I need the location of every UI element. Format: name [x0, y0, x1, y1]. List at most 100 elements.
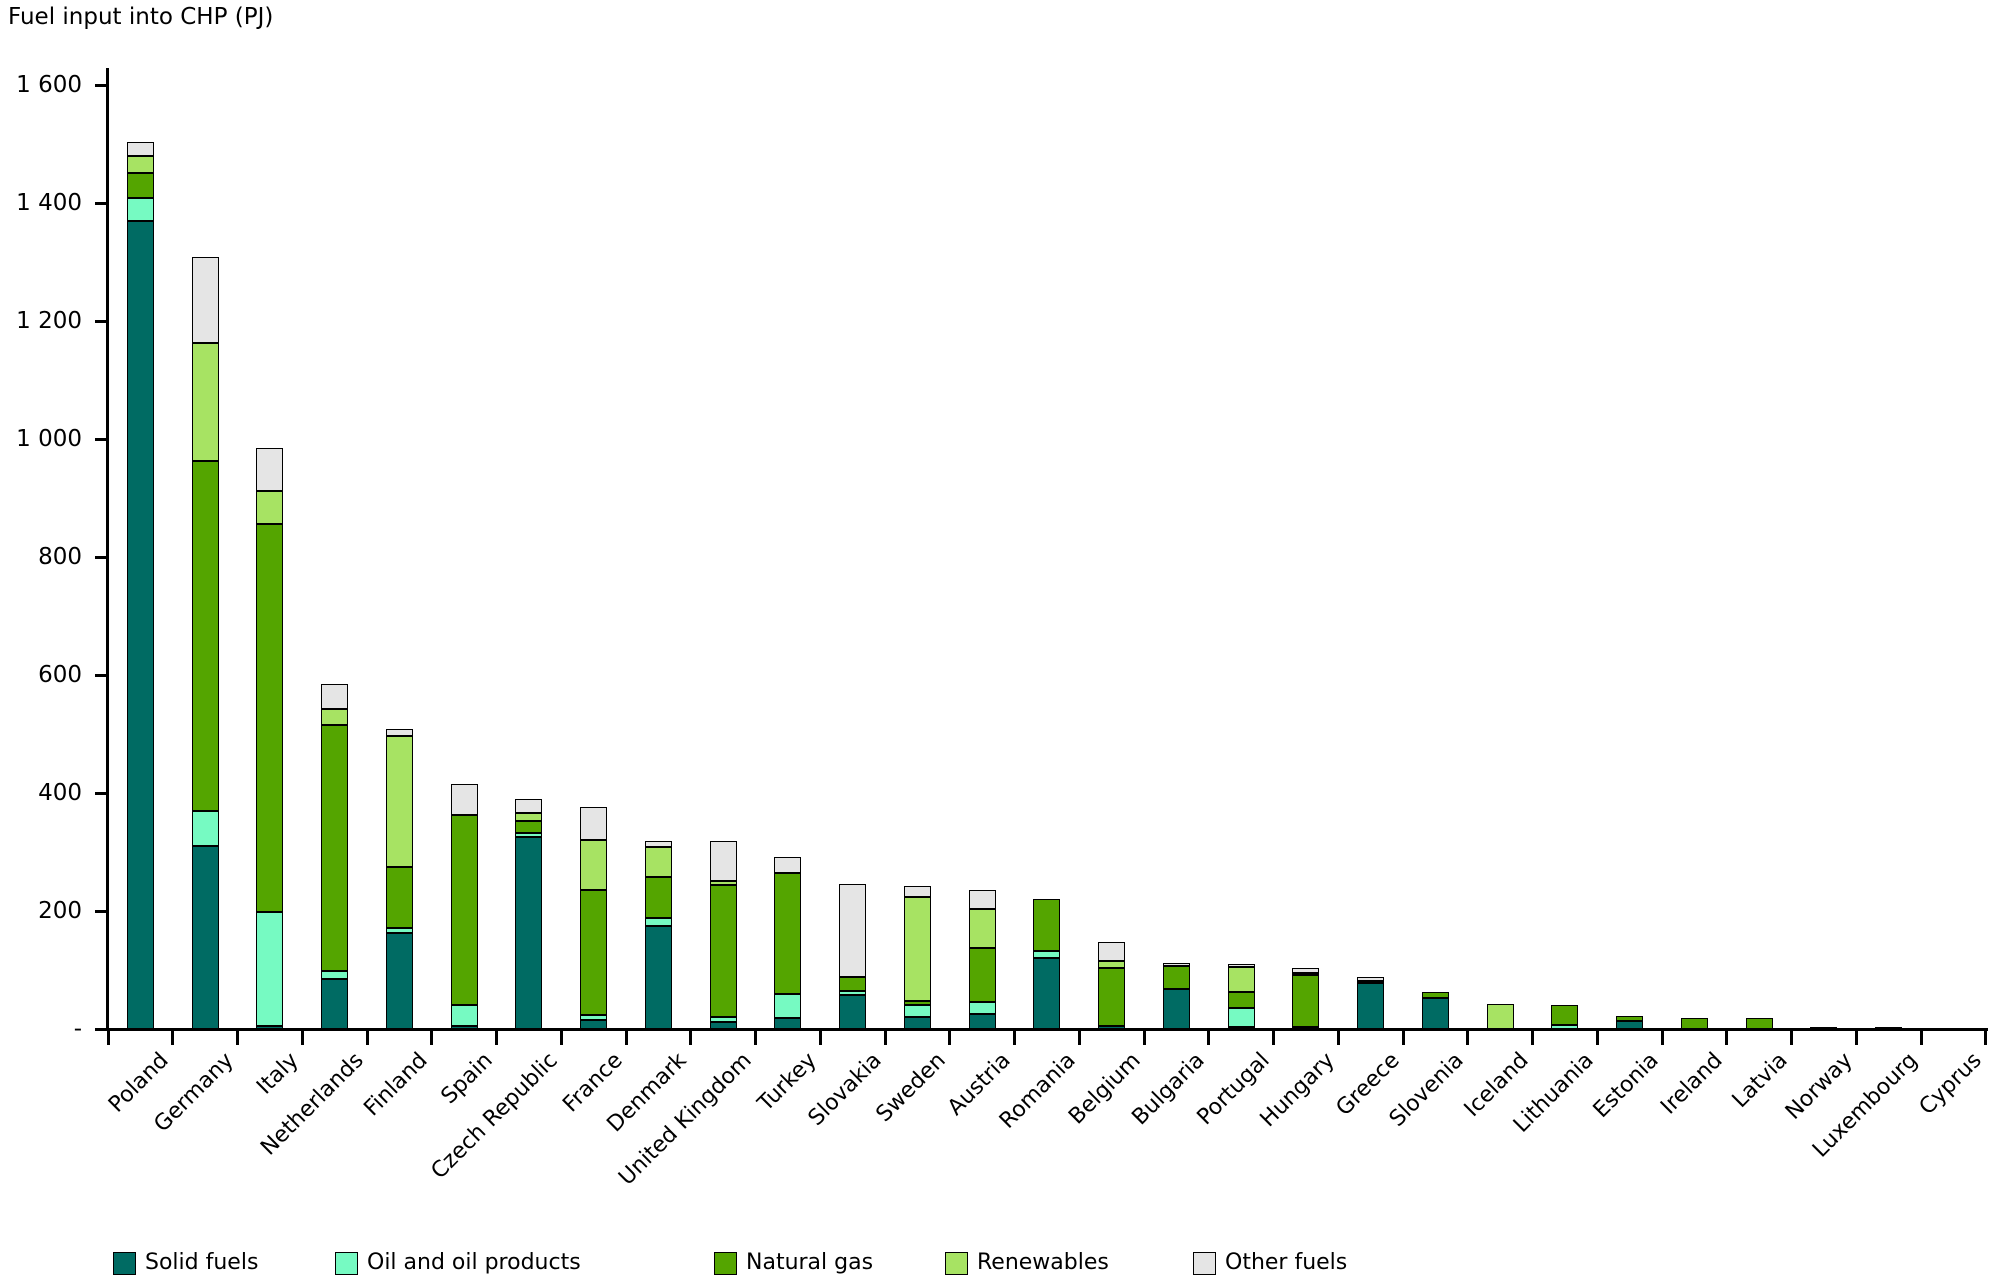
bar-segment-oil-and-oil-products — [774, 993, 802, 1019]
bar-segment-oil-and-oil-products — [450, 1004, 478, 1027]
x-tick — [1336, 1031, 1340, 1045]
bar-segment-other-fuels — [644, 840, 672, 848]
legend-swatch-icon — [113, 1251, 136, 1275]
legend-label: Oil and oil products — [367, 1250, 581, 1275]
x-tick — [1531, 1031, 1534, 1045]
x-tick — [300, 1031, 304, 1045]
bar-segment-other-fuels — [321, 683, 349, 709]
bar-segment-solid-fuels — [126, 220, 154, 1029]
y-axis-line — [106, 68, 109, 1031]
bar-portugal — [1227, 964, 1255, 1029]
x-tick — [624, 1031, 628, 1045]
bar-segment-other-fuels — [903, 886, 931, 898]
bar-segment-natural-gas — [1616, 1016, 1644, 1021]
legend-swatch-icon — [945, 1251, 968, 1275]
y-tick — [95, 319, 108, 323]
bar-segment-natural-gas — [1357, 980, 1385, 983]
bar-sweden — [903, 886, 931, 1029]
x-tick — [1660, 1031, 1664, 1045]
x-tick — [1790, 1031, 1793, 1045]
legend-item-oil-and-oil-products: Oil and oil products — [335, 1250, 581, 1276]
bar-finland — [385, 728, 413, 1029]
y-tick-label: 400 — [38, 780, 82, 806]
bar-segment-natural-gas — [709, 885, 737, 1018]
y-tick — [95, 83, 108, 87]
y-tick — [95, 1027, 108, 1031]
bar-segment-solid-fuels — [968, 1014, 996, 1029]
bar-slovakia — [839, 883, 867, 1029]
x-tick — [1013, 1031, 1016, 1045]
bar-spain — [450, 784, 478, 1029]
bar-segment-natural-gas — [515, 821, 543, 834]
x-tick — [365, 1031, 369, 1045]
bar-segment-oil-and-oil-products — [1227, 1008, 1255, 1027]
legend-swatch-icon — [335, 1251, 358, 1275]
bar-segment-renewables — [709, 880, 737, 886]
bar-segment-natural-gas — [1227, 991, 1255, 1009]
bar-segment-oil-and-oil-products — [968, 1001, 996, 1015]
bar-segment-oil-and-oil-products — [321, 970, 349, 980]
bar-segment-other-fuels — [385, 728, 413, 736]
bar-segment-solid-fuels — [1162, 989, 1190, 1029]
legend-label: Renewables — [977, 1250, 1109, 1275]
bar-segment-renewables — [126, 156, 154, 173]
bar-segment-other-fuels — [1162, 962, 1190, 966]
bar-segment-natural-gas — [450, 815, 478, 1005]
bar-segment-solid-fuels — [644, 925, 672, 1029]
bar-bulgaria — [1162, 962, 1190, 1029]
bar-segment-natural-gas — [256, 523, 284, 913]
bar-segment-renewables — [903, 897, 931, 1001]
bar-segment-oil-and-oil-products — [515, 833, 543, 838]
x-tick — [1595, 1031, 1599, 1045]
bar-segment-other-fuels — [1227, 964, 1255, 967]
bar-turkey — [774, 857, 802, 1029]
bar-segment-solid-fuels — [385, 932, 413, 1029]
bar-segment-renewables — [321, 708, 349, 726]
x-tick — [689, 1031, 693, 1045]
bar-segment-oil-and-oil-products — [644, 918, 672, 926]
legend-label: Natural gas — [746, 1250, 874, 1275]
bar-segment-renewables — [644, 847, 672, 878]
x-tick — [1272, 1031, 1275, 1045]
legend-item-renewables: Renewables — [945, 1250, 1109, 1276]
bar-netherlands — [321, 683, 349, 1029]
x-tick — [818, 1031, 822, 1045]
bar-segment-other-fuels — [1292, 968, 1320, 973]
bar-segment-renewables — [580, 839, 608, 890]
bar-segment-renewables — [1292, 972, 1320, 975]
bar-poland — [126, 141, 154, 1029]
bar-segment-oil-and-oil-products — [256, 912, 284, 1027]
bar-segment-solid-fuels — [321, 979, 349, 1029]
x-tick — [1142, 1031, 1146, 1045]
bar-segment-oil-and-oil-products — [839, 991, 867, 995]
bar-belgium — [1098, 942, 1126, 1029]
x-tick — [106, 1031, 110, 1045]
x-tick — [883, 1031, 887, 1045]
bar-segment-oil-and-oil-products — [709, 1017, 737, 1022]
x-tick — [948, 1031, 952, 1045]
x-tick — [236, 1031, 239, 1045]
legend-label: Solid fuels — [145, 1250, 259, 1275]
x-tick — [1466, 1031, 1470, 1045]
bar-segment-natural-gas — [1551, 1005, 1579, 1026]
bar-segment-oil-and-oil-products — [126, 198, 154, 221]
legend-item-solid-fuels: Solid fuels — [113, 1250, 258, 1276]
x-tick — [1401, 1031, 1405, 1045]
bar-segment-natural-gas — [191, 460, 219, 811]
bar-denmark — [644, 840, 672, 1029]
bar-segment-other-fuels — [1098, 942, 1126, 961]
bar-segment-natural-gas — [580, 889, 608, 1015]
bar-segment-other-fuels — [126, 141, 154, 157]
legend-item-natural-gas: Natural gas — [714, 1250, 873, 1276]
bar-segment-natural-gas — [644, 877, 672, 919]
bar-germany — [191, 257, 219, 1029]
bar-segment-other-fuels — [839, 883, 867, 978]
bar-segment-renewables — [1486, 1004, 1514, 1029]
y-tick-label: 1 000 — [16, 426, 82, 452]
bar-segment-renewables — [256, 490, 284, 524]
bar-segment-renewables — [968, 909, 996, 948]
bar-segment-other-fuels — [256, 447, 284, 491]
x-tick — [754, 1031, 757, 1045]
y-tick — [95, 437, 108, 441]
